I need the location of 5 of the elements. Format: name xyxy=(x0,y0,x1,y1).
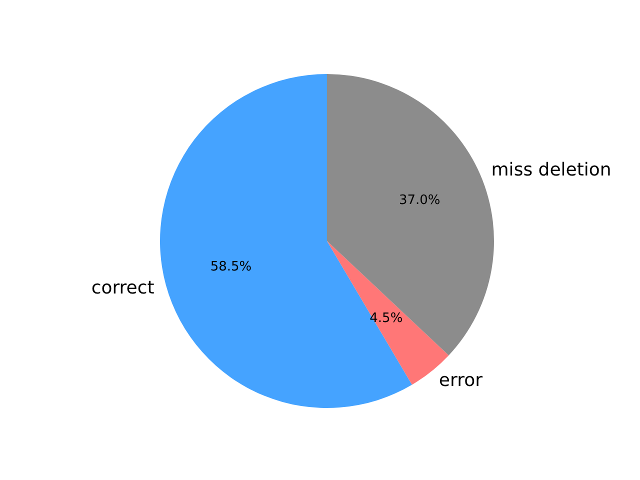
data-label: 58.5% xyxy=(210,259,252,274)
slice-label: miss deletion xyxy=(491,159,612,180)
slice-label: error xyxy=(438,370,484,392)
slice-label: correct xyxy=(91,278,154,299)
data-label: 37.0% xyxy=(398,193,440,208)
